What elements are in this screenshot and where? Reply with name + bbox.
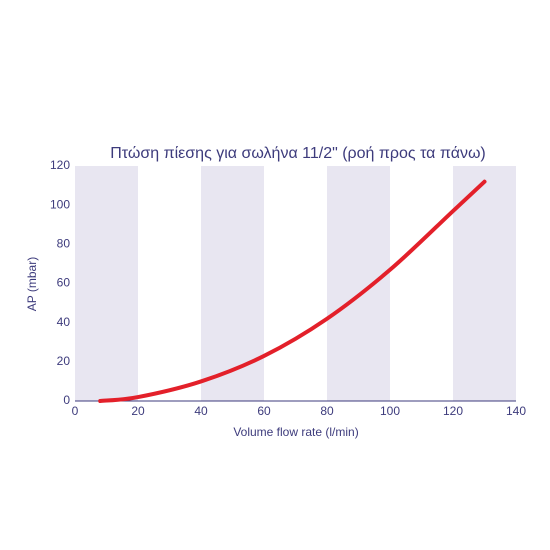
x-tick-label: 60 (257, 404, 271, 418)
chart-title: Πτώση πίεσης για σωλήνα 11/2" (ροή προς … (110, 145, 486, 162)
x-tick-label: 40 (194, 404, 208, 418)
y-tick-label: 100 (50, 197, 70, 211)
x-axis-label: Volume flow rate (l/min) (233, 425, 358, 439)
x-tick-label: 0 (72, 404, 79, 418)
y-tick-label: 120 (50, 158, 70, 172)
x-tick-label: 120 (443, 404, 463, 418)
x-tick-label: 20 (131, 404, 145, 418)
y-axis-label: AP (mbar) (25, 257, 39, 311)
x-tick-label: 80 (320, 404, 334, 418)
x-tick-label: 100 (380, 404, 400, 418)
line (98, 179, 487, 403)
y-tick-label: 40 (57, 315, 71, 329)
y-tick-label: 20 (57, 354, 71, 368)
y-tick-label: 80 (57, 237, 71, 251)
y-tick-label: 0 (63, 393, 70, 407)
grid-band (201, 166, 264, 401)
grid-band (327, 166, 390, 401)
grid-band (453, 166, 516, 401)
grid-band (75, 166, 138, 401)
y-tick-label: 60 (57, 276, 71, 290)
x-tick-label: 140 (506, 404, 526, 418)
